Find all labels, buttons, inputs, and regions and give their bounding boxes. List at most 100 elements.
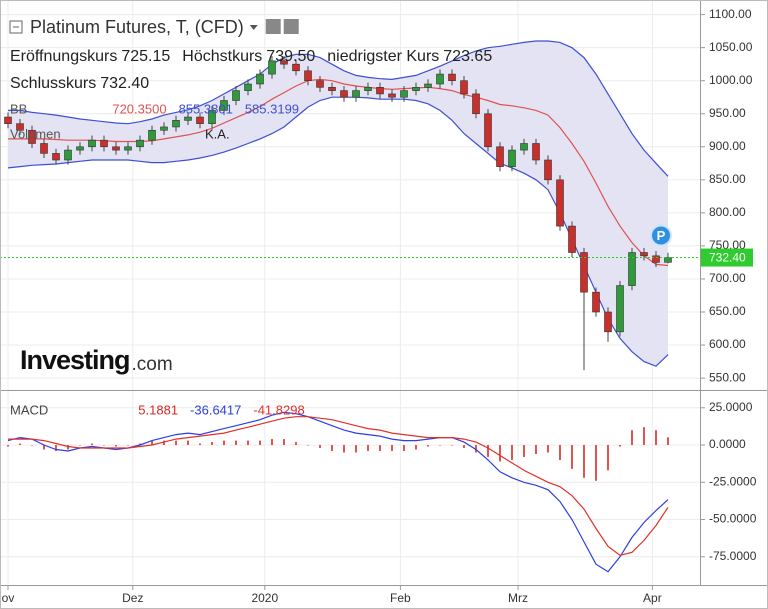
candle-body (52, 153, 60, 161)
histogram-bar (594, 445, 597, 481)
y-tick-label: 550.00 (709, 370, 746, 384)
legend-name: Höchstkurs (182, 48, 262, 65)
candle-body (196, 116, 204, 124)
histogram-bar (175, 440, 178, 446)
histogram-bar (354, 445, 357, 453)
collapse-icon[interactable] (9, 20, 23, 34)
histogram-bar (283, 439, 286, 446)
candle-body (508, 149, 516, 167)
candle-body (160, 126, 168, 131)
y-tick-label: -25.0000 (709, 474, 757, 488)
candle-body (28, 129, 36, 144)
chart-title: Platinum Futures, T, (CFD) (30, 17, 244, 37)
histogram-bar (223, 440, 226, 446)
histogram-bar (642, 427, 645, 446)
histogram-bar (450, 445, 453, 446)
last-price-label: 732.40 (709, 251, 746, 265)
y-tick-label: 650.00 (709, 304, 746, 318)
macd-line (8, 416, 669, 556)
y-tick-label: -75.0000 (709, 549, 757, 563)
histogram-bar (618, 445, 621, 447)
candle-body (544, 159, 552, 181)
histogram-bar (307, 445, 310, 446)
candle-body (208, 110, 216, 124)
logo-suffix: .com (132, 354, 173, 375)
histogram-bar (115, 445, 118, 447)
macd-value: -36.6417 (190, 402, 241, 417)
volume-label: Volumen (10, 126, 61, 141)
candle-body (592, 291, 600, 313)
histogram-bar (558, 445, 561, 460)
macd-value: -41.8298 (253, 402, 304, 417)
x-tick-label: Feb (390, 591, 411, 605)
y-tick-label: 1050.00 (709, 40, 753, 54)
x-tick-label: Dez (122, 591, 143, 605)
candle-body (580, 252, 588, 293)
histogram-bar (103, 445, 106, 446)
histogram-bar (247, 440, 250, 446)
candle-body (640, 252, 648, 257)
y-tick-label: 1000.00 (709, 73, 753, 87)
histogram-bar (546, 445, 549, 453)
candle-body (148, 129, 156, 141)
legend-value: 723.65 (443, 48, 492, 65)
candle-body (100, 139, 108, 148)
candle-body (352, 90, 360, 98)
candle-body (64, 149, 72, 161)
histogram-bar (295, 442, 298, 446)
candle-body (388, 93, 396, 98)
candle-body (436, 73, 444, 85)
histogram-bar (31, 445, 34, 446)
candle-body (40, 143, 48, 154)
candle-body (268, 60, 276, 75)
candle-body (604, 311, 612, 333)
histogram-bar (522, 445, 525, 457)
candle-body (88, 139, 96, 148)
bb-label: BB (10, 101, 27, 116)
x-tick-label: Apr (643, 591, 662, 605)
candle-body (244, 83, 252, 91)
histogram-bar (570, 445, 573, 469)
candle-body (556, 179, 564, 227)
settings-icon[interactable] (283, 19, 299, 34)
y-tick-label: 1100.00 (709, 7, 752, 21)
text-layer: Platinum Futures, T, (CFD) BB Volumen K.… (2, 7, 757, 605)
event-badge-label: P (657, 228, 666, 243)
histogram-bar (43, 445, 46, 450)
histogram-bar (438, 445, 441, 446)
bb-value: 720.3500 (112, 101, 166, 116)
histogram-bar (654, 430, 657, 446)
candle-body (424, 83, 432, 88)
candle-body (292, 63, 300, 72)
candle-body (652, 255, 660, 263)
candle-body (664, 257, 672, 263)
histogram-bar (259, 440, 262, 446)
candle-body (76, 146, 84, 151)
histogram-bar (510, 445, 513, 460)
x-tick-label: ov (2, 591, 15, 605)
candle-body (496, 146, 504, 167)
histogram-bar (582, 445, 585, 478)
last-price-tag (701, 248, 753, 267)
candle-body (532, 143, 540, 161)
x-tick-label: Mrz (508, 591, 528, 605)
histogram-bar (235, 440, 238, 446)
candle-body (340, 90, 348, 98)
candle-body (400, 90, 408, 98)
candle-body (616, 285, 624, 333)
histogram-bar (319, 445, 322, 449)
histogram-bar (79, 445, 82, 446)
candle-body (460, 80, 468, 95)
candle-body (472, 93, 480, 115)
histogram-bar (19, 443, 22, 446)
candle-body (448, 73, 456, 81)
y-tick-label: -50.0000 (709, 512, 757, 526)
legend-value: 732.40 (100, 75, 149, 92)
histogram-bar (139, 443, 142, 446)
candle-body (220, 100, 228, 111)
x-tick-label: 2020 (251, 591, 278, 605)
settings-icon[interactable] (265, 19, 281, 34)
histogram-bar (534, 445, 537, 454)
candle-body (124, 146, 132, 151)
y-tick-label: 900.00 (709, 139, 746, 153)
